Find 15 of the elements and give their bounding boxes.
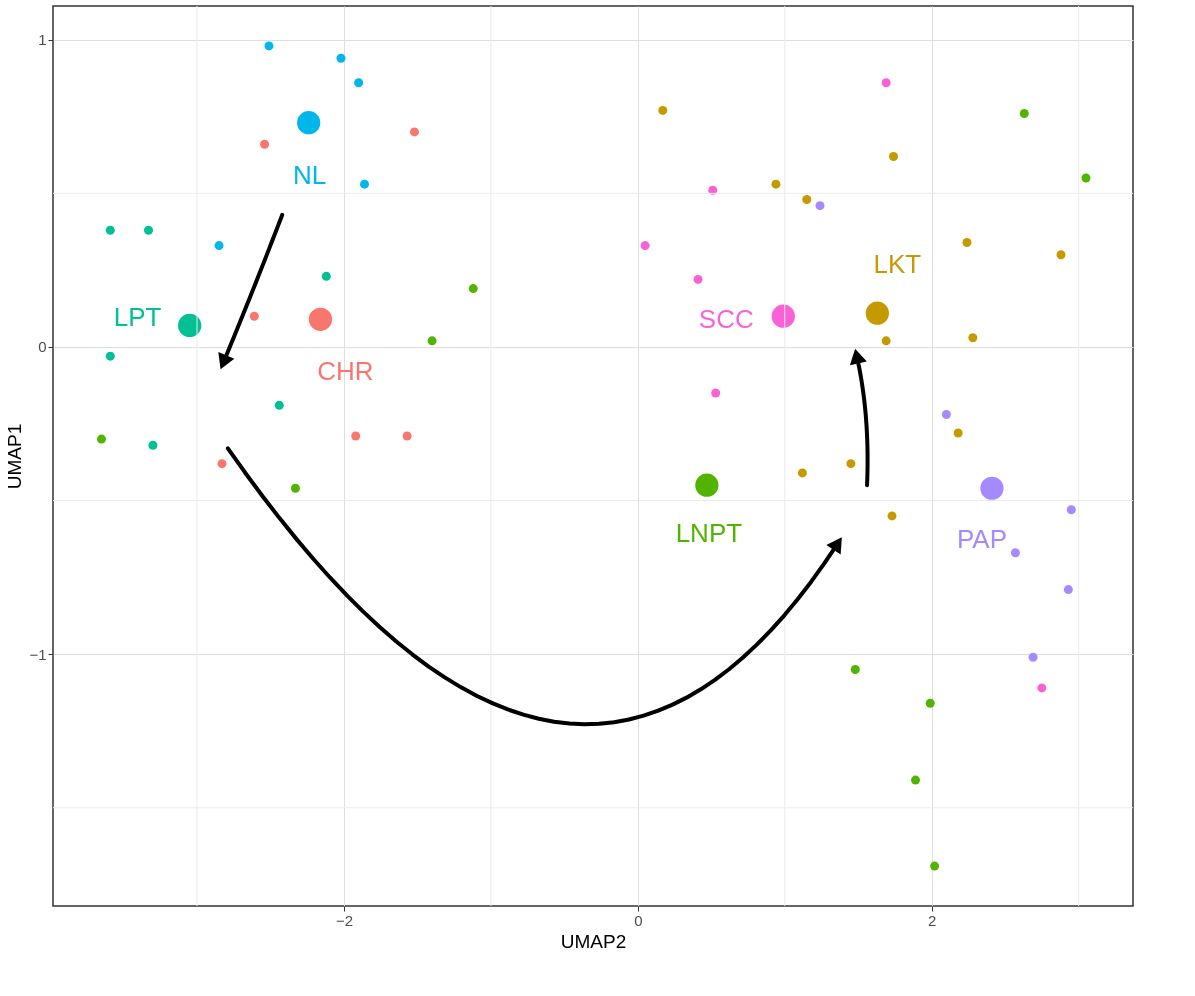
series-label: CHR [317,356,374,387]
series-label: NL [293,159,327,190]
x-tick-label: 2 [928,911,937,929]
series-label: LNPT [675,518,743,549]
y-axis-title: UMAP1 [4,423,26,490]
x-tick-label: −2 [335,911,353,929]
y-tick-label: 0 [38,338,47,356]
y-tick-label: 1 [38,31,47,49]
series-label: LKT [873,249,922,280]
series-label: LPT [113,302,162,333]
x-axis-title: UMAP2 [560,930,627,952]
series-label: SCC [698,304,754,335]
x-tick-label: 0 [634,911,643,929]
y-tick-label: −1 [29,645,47,663]
series-label: PAP [956,524,1007,555]
